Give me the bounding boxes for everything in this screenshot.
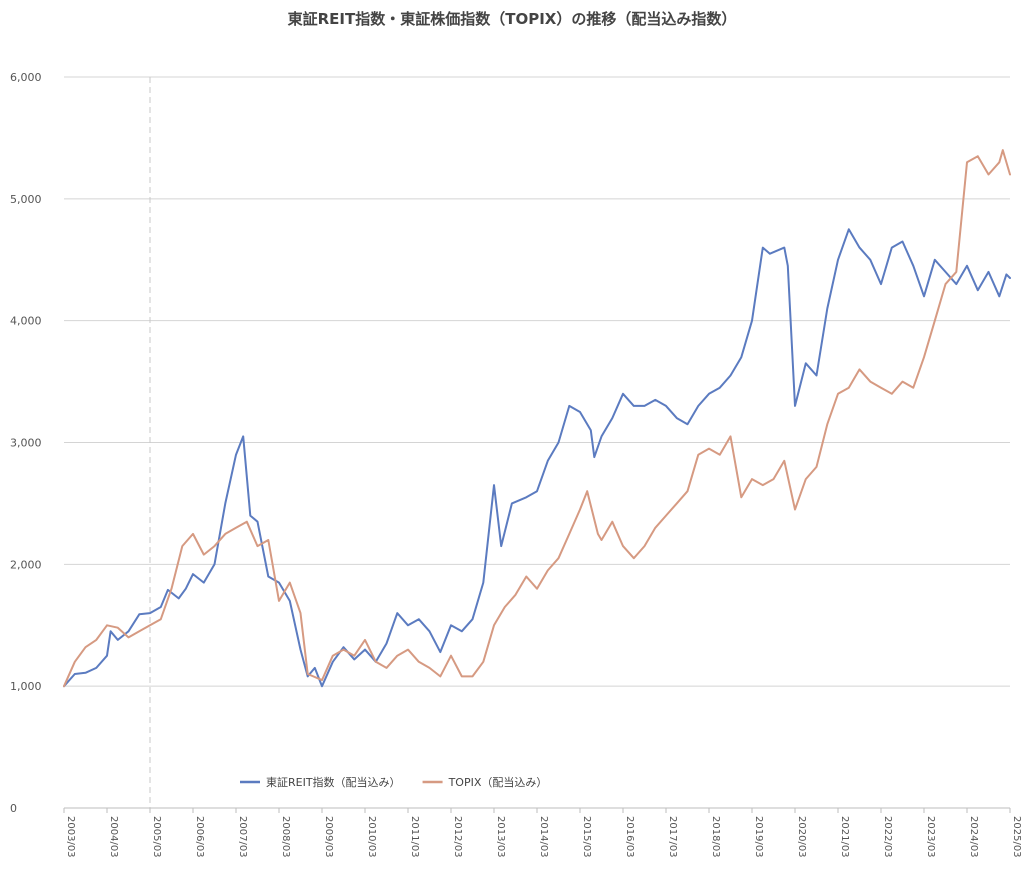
x-tick-label: 2025/03	[1011, 816, 1022, 858]
legend-label-2: TOPIX（配当込み）	[448, 775, 548, 789]
y-tick-label: 3,000	[10, 437, 42, 450]
x-tick-label: 2005/03	[151, 816, 162, 858]
x-tick-label: 2012/03	[452, 816, 463, 858]
series-line-1	[63, 228, 1011, 688]
x-tick-label: 2008/03	[280, 816, 291, 858]
y-tick-label: 4,000	[10, 315, 42, 328]
x-tick-label: 2020/03	[796, 816, 807, 858]
y-tick-label: 6,000	[10, 71, 42, 84]
x-tick-label: 2024/03	[968, 816, 979, 858]
legend-label-1: 東証REIT指数（配当込み）	[266, 775, 401, 789]
x-tick-label: 2019/03	[753, 816, 764, 858]
x-tick-label: 2023/03	[925, 816, 936, 858]
x-tick-label: 2010/03	[366, 816, 377, 858]
y-tick-label: 0	[10, 802, 17, 815]
grid-lines	[64, 76, 1010, 809]
chart-title: 東証REIT指数・東証株価指数（TOPIX）の推移（配当込み指数）	[287, 10, 737, 28]
x-tick-label: 2015/03	[581, 816, 592, 858]
y-tick-label: 1,000	[10, 680, 42, 693]
x-tick-label: 2006/03	[194, 816, 205, 858]
series-line-2	[63, 149, 1011, 688]
y-axis-tick-labels: 0 1,000 2,000 3,000 4,000 5,000 6,000	[10, 71, 42, 815]
x-axis-tick-labels: 2003/03 2004/03 2005/03 2006/03 2007/03 2008/…	[63, 808, 1022, 858]
legend: 東証REIT指数（配当込み） TOPIX（配当込み）	[240, 775, 547, 789]
x-tick-label: 2018/03	[710, 816, 721, 858]
x-tick-label: 2004/03	[108, 816, 119, 858]
x-tick-label: 2014/03	[538, 816, 549, 858]
series-lines	[63, 149, 1011, 688]
x-tick-label: 2022/03	[882, 816, 893, 858]
y-tick-label: 5,000	[10, 193, 42, 206]
y-tick-label: 2,000	[10, 558, 42, 571]
x-tick-label: 2007/03	[237, 816, 248, 858]
x-tick-label: 2009/03	[323, 816, 334, 858]
x-tick-label: 2016/03	[624, 816, 635, 858]
x-tick-label: 2021/03	[839, 816, 850, 858]
x-tick-label: 2003/03	[65, 816, 76, 858]
x-tick-label: 2013/03	[495, 816, 506, 858]
x-tick-label: 2011/03	[409, 816, 420, 858]
x-tick-label: 2017/03	[667, 816, 678, 858]
